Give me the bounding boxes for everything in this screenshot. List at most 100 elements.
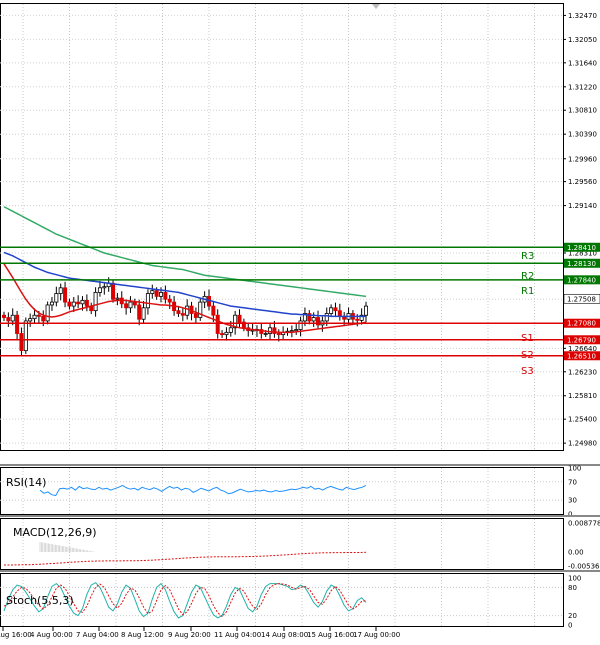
- current-price-label: 1.27508: [567, 295, 596, 303]
- candle-up: [363, 305, 368, 316]
- rsi-tick-label: 30: [568, 497, 577, 505]
- candle-up: [54, 293, 59, 303]
- candle-down: [307, 313, 312, 322]
- price-tick-label: 1.26230: [568, 368, 597, 376]
- candle-up: [145, 293, 150, 309]
- candle-down: [19, 333, 24, 352]
- pane-frame-2: [0, 518, 564, 570]
- level-label-r1: R1: [521, 286, 534, 297]
- candle-up: [141, 307, 146, 320]
- candle-down: [76, 301, 81, 305]
- level-label-r3: R3: [521, 251, 534, 262]
- stoch-d-line: [3, 583, 367, 618]
- macd-pane: 0.008778 0.00 -0.005366 MACD(12,26,9): [0, 515, 600, 571]
- pane-frame-0: [0, 3, 564, 451]
- level-price-tag: [564, 242, 600, 252]
- ma-green-line: [3, 206, 367, 298]
- candle-up: [233, 314, 238, 329]
- candle-up: [329, 307, 334, 314]
- price-tick-label: 1.29140: [568, 202, 597, 210]
- level-price-tag-label: 1.26510: [567, 352, 596, 360]
- candle-down: [36, 314, 41, 317]
- stoch-k-line: [3, 582, 367, 619]
- time-tick-label: 8 Aug 12:00: [121, 631, 164, 639]
- stoch-tick-label: 0: [568, 622, 572, 630]
- candle-down: [41, 315, 46, 322]
- candle-up: [311, 317, 316, 322]
- stoch-tick-label: 100: [568, 575, 581, 583]
- candle-down: [15, 314, 20, 334]
- level-price-tag: [564, 351, 600, 361]
- candle-up: [324, 313, 329, 322]
- level-label-s1: S1: [521, 333, 534, 344]
- candle-down: [124, 303, 129, 309]
- time-axis: 2 Aug 16:004 Aug 00:007 Aug 04:008 Aug 1…: [0, 627, 400, 639]
- rsi-pane: 100 70 30 0 RSI(14): [0, 464, 600, 519]
- candle-down: [316, 317, 321, 326]
- rsi-tick-label: 100: [568, 465, 581, 473]
- price-tick-label: 1.26640: [568, 345, 597, 353]
- stoch-label: Stoch(5,5,3): [6, 594, 74, 607]
- ma-blue-line: [3, 251, 366, 318]
- candle-up: [58, 287, 63, 294]
- candle-down: [220, 333, 225, 336]
- candle-up: [263, 333, 268, 335]
- rsi-tick-label: 70: [568, 478, 577, 486]
- candle-down: [193, 313, 198, 318]
- rsi-label: RSI(14): [6, 476, 46, 489]
- candle-up: [115, 297, 120, 300]
- level-price-tag: [564, 258, 600, 268]
- price-tick-label: 1.24980: [568, 440, 597, 448]
- time-tick-label: 15 Aug 16:00: [307, 631, 354, 639]
- candle-down: [215, 314, 220, 334]
- price-tick-label: 1.25810: [568, 392, 597, 400]
- candle-down: [180, 313, 185, 316]
- time-tick-label: 11 Aug 04:00: [214, 631, 261, 639]
- macd-signal-line: [4, 551, 367, 566]
- price-tick-label: 1.31220: [568, 83, 597, 91]
- candle-down: [137, 304, 142, 320]
- level-price-tag: [564, 275, 600, 285]
- price-tick-label: 1.31640: [568, 59, 597, 67]
- candle-up: [159, 291, 164, 297]
- candle-up: [93, 291, 98, 312]
- candle-up: [71, 301, 76, 307]
- candle-up: [185, 305, 190, 316]
- level-price-tag: [564, 318, 600, 328]
- candle-up: [23, 320, 28, 352]
- candle-down: [176, 310, 181, 314]
- candle-down: [355, 318, 360, 321]
- price-tick-label: 1.28310: [568, 249, 597, 257]
- candle-up: [268, 327, 273, 334]
- level-price-tag: [564, 335, 600, 345]
- stoch-tick-label: 20: [568, 612, 577, 620]
- macd-label: MACD(12,26,9): [13, 526, 97, 539]
- candle-down: [276, 333, 281, 336]
- macd-tick-label: 0.008778: [568, 520, 600, 528]
- candle-down: [333, 307, 338, 312]
- candle-up: [294, 329, 299, 332]
- candle-up: [359, 314, 364, 321]
- price-tick-label: 1.30390: [568, 131, 597, 139]
- candle-up: [28, 318, 33, 322]
- candle-up: [102, 286, 107, 289]
- level-price-tag-label: 1.26790: [567, 336, 596, 344]
- level-price-tag-label: 1.28130: [567, 260, 596, 268]
- time-tick-label: 4 Aug 00:00: [30, 631, 73, 639]
- candle-up: [10, 314, 15, 322]
- candle-up: [49, 301, 54, 306]
- time-tick-label: 9 Aug 20:00: [168, 631, 211, 639]
- candle-up: [97, 287, 102, 293]
- pane-frame-1: [0, 467, 564, 515]
- candle-up: [198, 301, 203, 318]
- price-tick-label: 1.25400: [568, 416, 597, 424]
- current-price-tag: [563, 293, 600, 304]
- macd-tick-label: -0.005366: [568, 563, 600, 571]
- candle-down: [237, 314, 242, 323]
- time-tick-label: 17 Aug 00:00: [353, 631, 400, 639]
- candle-down: [84, 299, 89, 307]
- level-price-tag-label: 1.27080: [567, 320, 596, 328]
- price-tick-label: 1.29560: [568, 178, 597, 186]
- pane-frame-3: [0, 573, 564, 627]
- candle-down: [272, 327, 277, 334]
